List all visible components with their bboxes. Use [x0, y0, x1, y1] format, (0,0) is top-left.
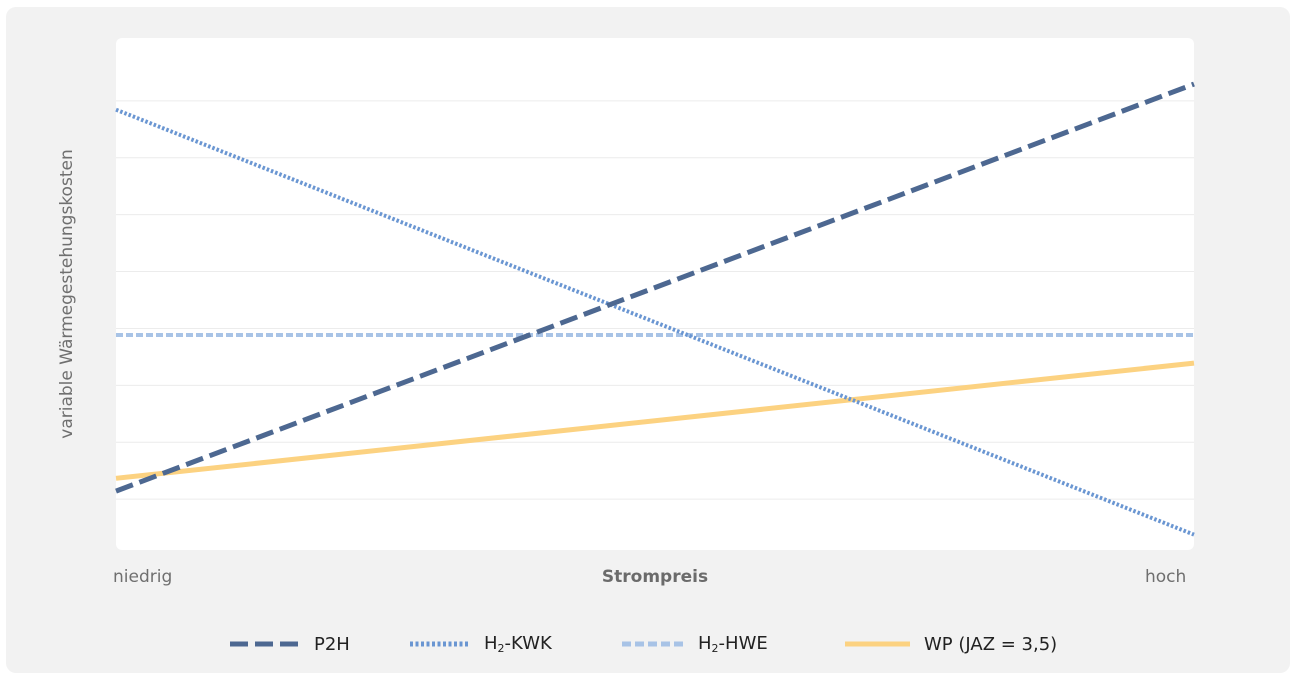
legend-item-h2-kwk: H2-KWK [408, 629, 552, 659]
legend-item-h2-hwe: H2-HWE [622, 629, 768, 659]
legend-swatch-h2-kwk [410, 641, 468, 647]
legend-item-wp: WP (JAZ = 3,5) [845, 629, 1057, 659]
x-tick-label-low: niedrig [113, 567, 173, 587]
series-line-wp [115, 360, 1195, 481]
x-axis-label: Strompreis [601, 567, 709, 587]
gridlines [116, 100, 1194, 500]
legend-swatch-p2h [230, 641, 300, 647]
legend-item-p2h: P2H [230, 629, 350, 659]
series-line-h2-kwk [115, 107, 1195, 537]
legend-label-h2-kwk: H2-KWK [484, 633, 552, 655]
legend-swatch-h2-hwe [622, 641, 684, 647]
legend-label-wp: WP (JAZ = 3,5) [924, 633, 1058, 655]
plot-area [116, 38, 1194, 550]
x-tick-label-high: hoch [1145, 567, 1187, 587]
legend-label-p2h: P2H [314, 633, 350, 655]
legend-label-h2-hwe: H2-HWE [698, 633, 768, 655]
series-lines [115, 81, 1195, 537]
y-axis-label: variable Wärmegestehungskosten [57, 149, 77, 439]
legend-swatch-wp [845, 641, 910, 647]
series-line-p2h [115, 81, 1195, 494]
legend: P2H H2-KWK H2-HWE WP (JAZ = 3,5) [0, 629, 1290, 659]
